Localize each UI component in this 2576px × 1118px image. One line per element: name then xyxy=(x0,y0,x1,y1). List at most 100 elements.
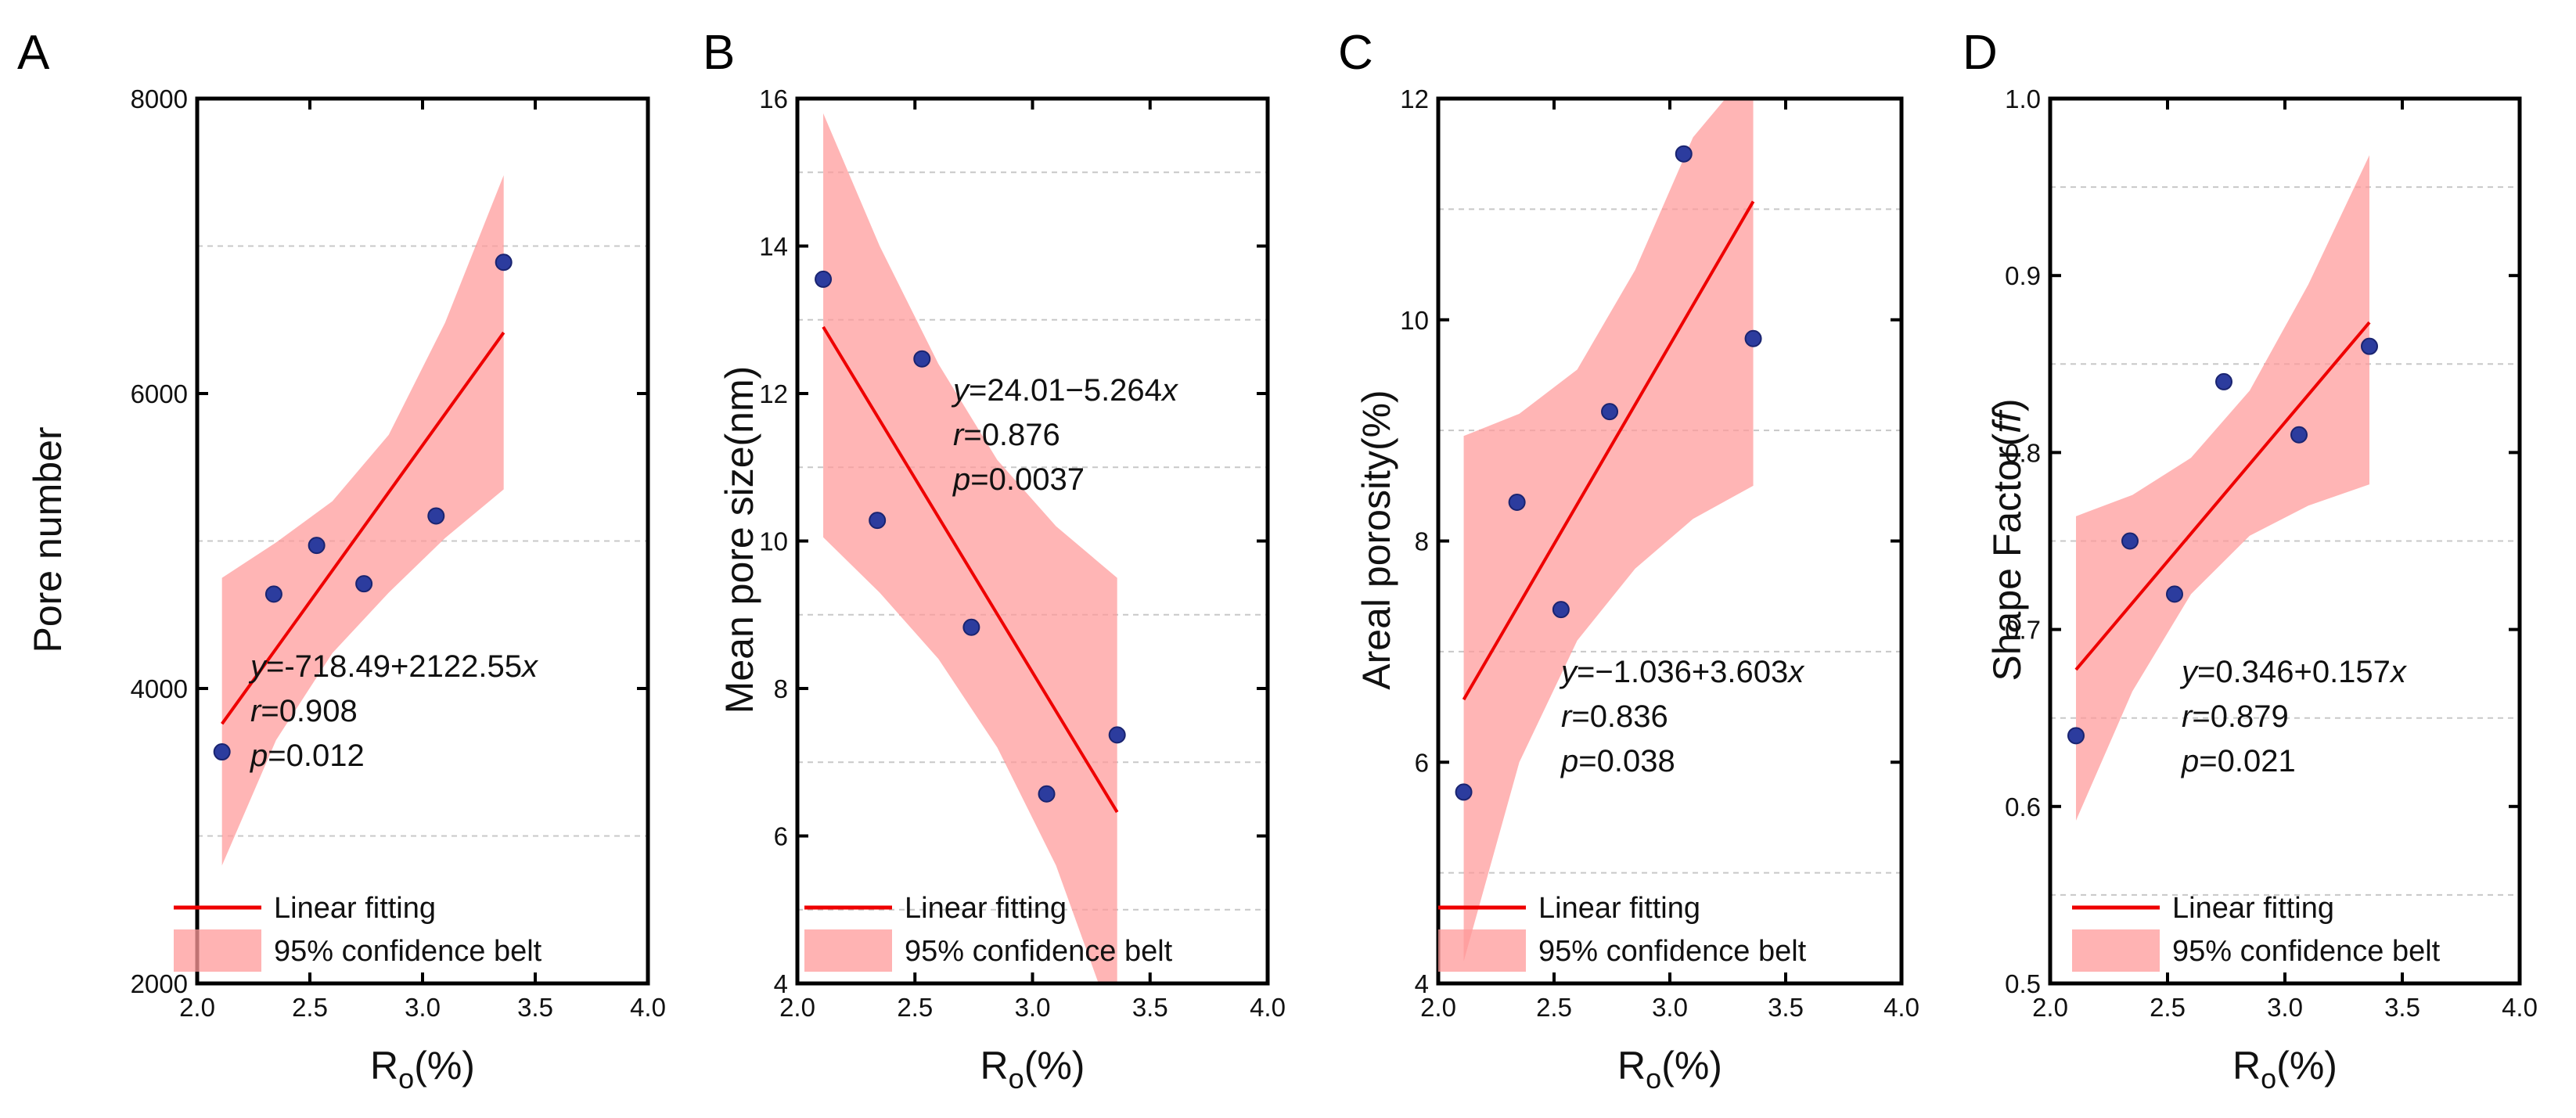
x-tick-label: 3.0 xyxy=(1652,993,1688,1022)
legend-band-swatch xyxy=(804,929,892,972)
y-tick-label: 8 xyxy=(774,674,788,703)
x-axis-title: Ro(%) xyxy=(1617,1044,1722,1095)
legend-band-label: 95% confidence belt xyxy=(905,935,1173,968)
data-point[interactable] xyxy=(308,537,326,555)
x-tick-label: 3.5 xyxy=(1132,993,1168,1022)
data-point[interactable] xyxy=(1108,726,1126,744)
panel-c: 2.0 2.5 3.0 3.5 4.0 4 6 8 10 12 C Ro(%) Areal porosi… xyxy=(1338,26,1919,1095)
legend-band-label: 95% confidence belt xyxy=(274,935,542,968)
y-tick-label: 10 xyxy=(1400,306,1429,335)
x-tick-label: 2.0 xyxy=(1420,993,1456,1022)
x-tick-label: 2.0 xyxy=(2032,993,2068,1022)
x-axis-title: Ro(%) xyxy=(2232,1044,2337,1095)
legend-line-label: Linear fitting xyxy=(905,892,1067,925)
data-point[interactable] xyxy=(1675,145,1693,163)
p-value: p=0.012 xyxy=(250,739,365,773)
y-tick-label: 12 xyxy=(759,379,788,408)
x-axis-title-tail: (%) xyxy=(1661,1044,1722,1087)
data-point[interactable] xyxy=(869,512,887,530)
x-tick-label: 4.0 xyxy=(1883,993,1919,1022)
r-label: r xyxy=(250,694,262,728)
y-tick-label: 2000 xyxy=(131,969,188,998)
panel-letter: C xyxy=(1338,26,1373,80)
r-label: r xyxy=(953,418,965,452)
data-point[interactable] xyxy=(2361,337,2378,355)
equation-y: y xyxy=(248,649,268,684)
data-point[interactable] xyxy=(1601,403,1619,421)
y-tick-label: 14 xyxy=(759,232,788,261)
y-tick-label: 10 xyxy=(759,527,788,556)
data-point[interactable] xyxy=(2166,585,2183,603)
x-tick-label: 3.5 xyxy=(1768,993,1804,1022)
x-axis-title-tail: (%) xyxy=(2276,1044,2337,1087)
legend-band-swatch xyxy=(174,929,261,972)
panel-a: 2.0 2.5 3.0 3.5 4.0 2000 4000 6000 8000 A Ro(%) Por… xyxy=(17,26,666,1095)
equation-body: =0.346+0.157 xyxy=(2197,655,2391,689)
r-value: =0.879 xyxy=(2192,699,2288,734)
equation-x: x xyxy=(2389,655,2408,689)
regression-equation: y=0.346+0.157x xyxy=(2179,655,2408,689)
data-point[interactable] xyxy=(2067,727,2085,745)
fit-line xyxy=(2074,321,2371,671)
correlation-r: r=0.879 xyxy=(2182,699,2289,734)
equation-body: =24.01−5.264 xyxy=(969,373,1162,408)
equation-y: y xyxy=(951,373,971,408)
x-tick-label: 2.0 xyxy=(179,993,215,1022)
data-point[interactable] xyxy=(913,350,931,368)
data-point[interactable] xyxy=(355,575,373,593)
y-axis-title-main: Areal porosity(%) xyxy=(1355,390,1398,689)
p-value-number: =0.038 xyxy=(1578,744,1675,778)
data-point[interactable] xyxy=(2290,426,2308,444)
data-point[interactable] xyxy=(1455,783,1473,801)
y-tick-label: 0.5 xyxy=(2005,969,2041,998)
y-tick-label: 0.8 xyxy=(2005,438,2041,467)
y-tick-label: 6 xyxy=(774,822,788,851)
equation-body: =-718.49+2122.55 xyxy=(266,649,522,684)
data-point[interactable] xyxy=(427,507,445,525)
legend-line-label: Linear fitting xyxy=(274,892,436,925)
x-tick-label: 4.0 xyxy=(1250,993,1286,1022)
data-point[interactable] xyxy=(815,270,833,288)
equation-y: y xyxy=(1559,655,1579,689)
x-axis-title-subscript: o xyxy=(1646,1062,1661,1095)
x-tick-label: 4.0 xyxy=(2502,993,2538,1022)
x-axis-title: Ro(%) xyxy=(980,1044,1085,1095)
correlation-r: r=0.908 xyxy=(250,694,358,728)
x-axis-title-main: R xyxy=(370,1044,398,1087)
x-tick-label: 3.0 xyxy=(405,993,441,1022)
panel-letter: B xyxy=(703,26,735,80)
equation-body: =−1.036+3.603 xyxy=(1577,655,1788,689)
x-axis-title-tail: (%) xyxy=(414,1044,475,1087)
fit-line xyxy=(1462,200,1755,701)
y-axis-title: Mean pore size(nm) xyxy=(718,366,761,714)
panel-d: 2.0 2.5 3.0 3.5 4.0 0.5 0.6 0.7 0.8 0.9 1.0D Ro(%) S… xyxy=(1963,26,2538,1095)
y-tick-label: 0.7 xyxy=(2005,616,2041,645)
p-value: p=0.0037 xyxy=(952,462,1085,497)
data-point[interactable] xyxy=(962,618,980,636)
panel-b: 2.0 2.5 3.0 3.5 4.0 4 6 8 10 12 14 16 B Ro(%) Mean por… xyxy=(703,26,1286,1095)
x-axis-title-main: R xyxy=(2232,1044,2261,1087)
p-label: p xyxy=(250,739,268,773)
data-point[interactable] xyxy=(2121,532,2139,550)
data-point[interactable] xyxy=(1038,785,1056,803)
fit-line xyxy=(221,331,505,725)
equation-x: x xyxy=(1160,373,1179,408)
data-point[interactable] xyxy=(264,585,282,603)
x-axis-title-main: R xyxy=(1617,1044,1646,1087)
data-point[interactable] xyxy=(213,743,231,761)
data-point[interactable] xyxy=(1744,329,1762,347)
data-point[interactable] xyxy=(1508,494,1526,512)
data-point[interactable] xyxy=(2215,372,2232,390)
y-tick-label: 8 xyxy=(1415,527,1429,556)
legend-line-label: Linear fitting xyxy=(1538,892,1700,925)
confidence-band xyxy=(823,113,1117,983)
data-point[interactable] xyxy=(495,253,513,271)
y-axis-title: Areal porosity(%) xyxy=(1355,390,1398,689)
x-axis-title-subscript: o xyxy=(2261,1062,2276,1095)
y-axis-title-main: Shape Factor( xyxy=(1985,433,2029,681)
y-tick-label: 4000 xyxy=(131,674,188,703)
fit-line xyxy=(822,325,1119,814)
data-point[interactable] xyxy=(1552,601,1570,619)
y-tick-label: 8000 xyxy=(131,84,188,113)
